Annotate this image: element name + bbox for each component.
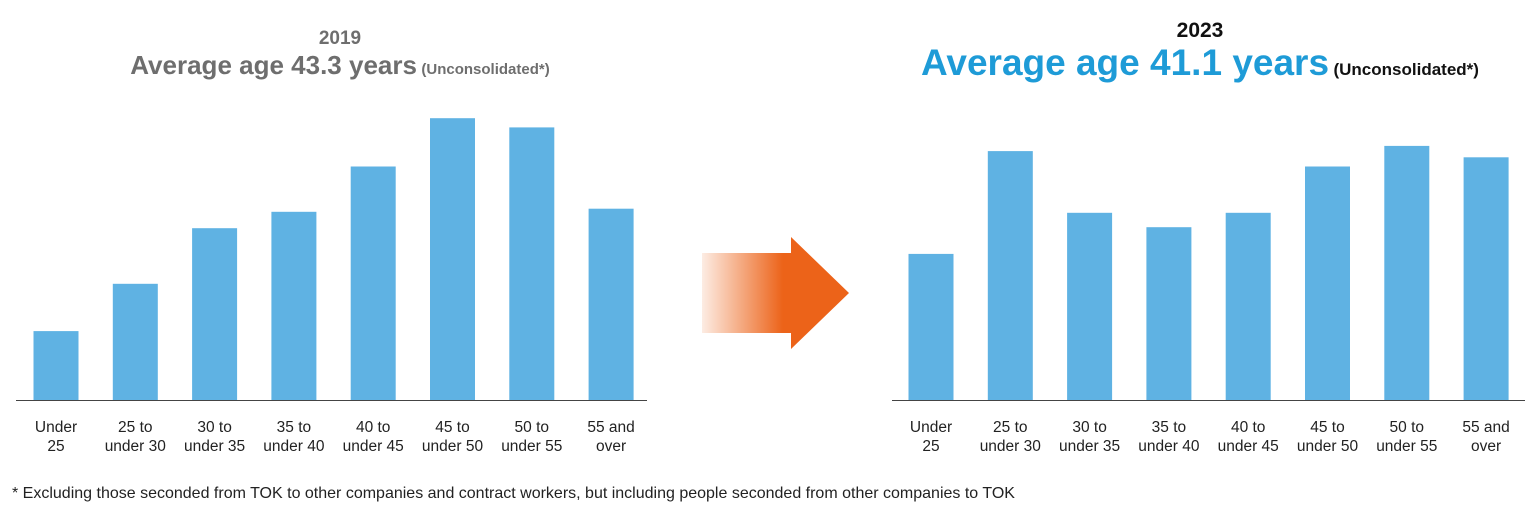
- x-tick-label: 40 to: [356, 419, 390, 436]
- bar-4: [271, 211, 317, 400]
- bar-7: [1384, 145, 1430, 400]
- bar-3: [1067, 212, 1113, 400]
- bar-chart-2023: Under 25 25 to under 30 30 to under 35 35 to un…: [892, 145, 1525, 455]
- unconsolidated-note: (Unconsolidated*): [1333, 60, 1479, 79]
- bar-1: [33, 331, 79, 400]
- x-tick-label: under 50: [1297, 438, 1359, 455]
- x-tick-label: 30 to: [197, 419, 231, 436]
- x-tick-label: 55 and: [587, 419, 634, 436]
- year-label: 2019: [318, 28, 362, 49]
- bar-chart-2019: Under 25 25 to under 30 30 to under 35 35 to un…: [16, 118, 647, 455]
- x-tick-label: 25: [47, 438, 64, 455]
- x-tick-label: over: [596, 438, 626, 455]
- bar-2: [112, 283, 158, 400]
- x-tick-label: 45 to: [435, 419, 469, 436]
- unconsolidated-note: (Unconsolidated*): [421, 61, 550, 78]
- average-age-line: Average age 41.1 years (Unconsolidated*): [880, 42, 1520, 84]
- right-arrow-icon: [702, 237, 849, 349]
- average-age-line: Average age 43.3 years (Unconsolidated*): [40, 50, 640, 81]
- bar-6: [1305, 166, 1350, 400]
- x-tick-label: 25 to: [118, 419, 152, 436]
- x-tick-label: under 35: [1059, 438, 1120, 455]
- x-tick-label: 45 to: [1310, 419, 1344, 436]
- x-tick-label: 35 to: [1152, 419, 1186, 436]
- x-tick-label: 25: [922, 438, 939, 455]
- bar-8: [588, 208, 634, 400]
- x-tick-label: Under: [35, 419, 77, 436]
- bar-1: [908, 253, 954, 400]
- x-tick-label: 25 to: [993, 419, 1027, 436]
- chart-title-2023: 2023 Average age 41.1 years (Unconsolida…: [880, 20, 1520, 84]
- x-tick-label: Under: [910, 419, 952, 436]
- x-tick-label: under 30: [980, 438, 1042, 455]
- bar-3: [192, 228, 238, 400]
- x-tick-label: under 30: [105, 438, 167, 455]
- year-label: 2023: [1176, 19, 1224, 42]
- bar-8: [1463, 157, 1509, 400]
- footnote: * Excluding those seconded from TOK to o…: [12, 485, 1015, 502]
- bar-5: [1225, 212, 1271, 400]
- x-tick-label: 40 to: [1231, 419, 1265, 436]
- bar-6: [430, 118, 475, 400]
- average-age-text: Average age 41.1 years: [921, 42, 1330, 83]
- bar-4: [1146, 227, 1192, 400]
- x-tick-label: under 55: [1376, 438, 1437, 455]
- x-tick-label: under 40: [1138, 438, 1200, 455]
- x-tick-label: under 55: [501, 438, 562, 455]
- x-tick-label: under 45: [343, 438, 404, 455]
- bar-7: [509, 127, 555, 401]
- x-tick-label: under 50: [422, 438, 484, 455]
- x-tick-label: under 45: [1218, 438, 1279, 455]
- x-tick-label: 35 to: [277, 419, 311, 436]
- chart-title-2019: 2019 Average age 43.3 years (Unconsolida…: [40, 28, 640, 81]
- average-age-text: Average age 43.3 years: [130, 50, 417, 80]
- x-tick-label: 50 to: [1390, 419, 1424, 436]
- x-tick-label: under 40: [263, 438, 325, 455]
- x-tick-label: over: [1471, 438, 1501, 455]
- x-tick-label: 30 to: [1072, 419, 1106, 436]
- bar-2: [987, 151, 1033, 400]
- bar-5: [350, 166, 396, 400]
- x-tick-label: 50 to: [515, 419, 549, 436]
- x-tick-label: under 35: [184, 438, 245, 455]
- x-tick-label: 55 and: [1462, 419, 1509, 436]
